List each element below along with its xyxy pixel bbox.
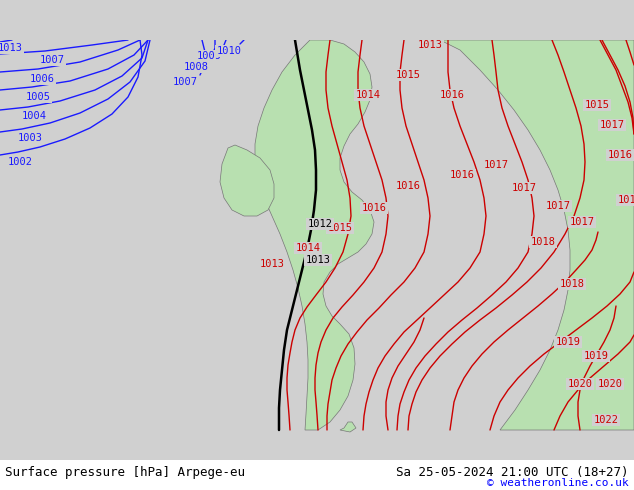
- Text: 1017: 1017: [618, 195, 634, 205]
- Text: 1007: 1007: [39, 55, 65, 65]
- Text: Surface pressure [hPa] Arpege-eu: Surface pressure [hPa] Arpege-eu: [5, 466, 245, 479]
- Text: © weatheronline.co.uk: © weatheronline.co.uk: [488, 478, 629, 488]
- Polygon shape: [340, 422, 356, 432]
- Text: 1003: 1003: [18, 133, 42, 143]
- Text: 1014: 1014: [356, 90, 380, 100]
- Text: Sa 25-05-2024 21:00 UTC (18+27): Sa 25-05-2024 21:00 UTC (18+27): [396, 466, 629, 479]
- Text: 1016: 1016: [607, 150, 633, 160]
- Text: 1018: 1018: [531, 237, 555, 247]
- Text: 1016: 1016: [396, 181, 420, 191]
- Text: 1012: 1012: [307, 219, 332, 229]
- Text: 1002: 1002: [8, 157, 32, 167]
- Text: 1010: 1010: [216, 46, 242, 56]
- Text: 1015: 1015: [585, 100, 609, 110]
- Text: 1013: 1013: [0, 43, 22, 53]
- Text: 1005: 1005: [25, 92, 51, 102]
- Text: 1006: 1006: [30, 74, 55, 84]
- Text: 1014: 1014: [295, 243, 321, 253]
- Text: 1022: 1022: [593, 415, 619, 425]
- Text: 1013: 1013: [306, 255, 330, 265]
- Text: 1015: 1015: [328, 223, 353, 233]
- Text: 1007: 1007: [172, 77, 198, 87]
- Text: 1008: 1008: [183, 62, 209, 72]
- Text: 1017: 1017: [512, 183, 536, 193]
- Text: 1009: 1009: [197, 51, 221, 61]
- Polygon shape: [255, 40, 374, 430]
- Text: 1019: 1019: [583, 351, 609, 361]
- Text: 1013: 1013: [259, 259, 285, 269]
- Text: 1018: 1018: [559, 279, 585, 289]
- Text: 1017: 1017: [484, 160, 508, 170]
- Text: 1016: 1016: [439, 90, 465, 100]
- Polygon shape: [440, 40, 634, 430]
- Text: 1019: 1019: [555, 337, 581, 347]
- Text: 1020: 1020: [597, 379, 623, 389]
- Text: 1017: 1017: [545, 201, 571, 211]
- Text: 1016: 1016: [361, 203, 387, 213]
- Text: 1017: 1017: [569, 217, 595, 227]
- Text: 1015: 1015: [396, 70, 420, 80]
- Text: 1017: 1017: [600, 120, 624, 130]
- Text: 1020: 1020: [567, 379, 593, 389]
- Polygon shape: [220, 145, 274, 216]
- Text: 1004: 1004: [22, 111, 46, 121]
- Text: 1013: 1013: [418, 40, 443, 50]
- Text: 1016: 1016: [450, 170, 474, 180]
